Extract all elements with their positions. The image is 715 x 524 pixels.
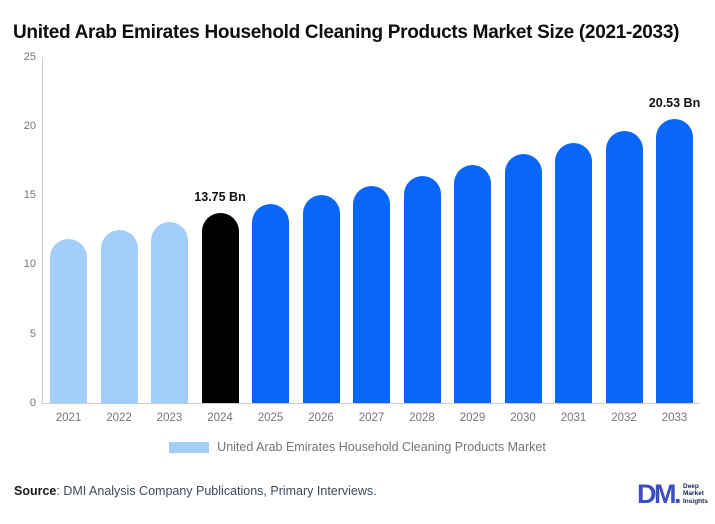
bar-2023[interactable] — [151, 221, 188, 404]
bar-2027[interactable] — [353, 185, 390, 404]
x-tick-label-2022: 2022 — [106, 412, 132, 424]
bar-2028[interactable] — [403, 175, 441, 404]
y-tick-label: 25 — [23, 50, 36, 63]
dmi-logo-line1: Deep — [683, 482, 699, 490]
x-tick-label-2027: 2027 — [358, 412, 385, 424]
dmi-logo-mark: DM. — [637, 479, 682, 509]
x-tick-label-2031: 2031 — [560, 412, 587, 424]
x-tick-label-2029: 2029 — [459, 412, 486, 424]
source-line: Source: DMI Analysis Company Publication… — [14, 484, 377, 498]
bar-2033[interactable] — [656, 118, 693, 404]
legend-label: United Arab Emirates Household Cleaning … — [217, 440, 546, 454]
x-tick-label-2026: 2026 — [308, 412, 334, 424]
dmi-logo-text: Deep Market Insights — [683, 483, 708, 506]
x-tick-label-2023: 2023 — [156, 412, 183, 424]
bar-2024[interactable] — [201, 212, 239, 404]
bar-2030[interactable] — [504, 154, 542, 404]
bar-2029[interactable] — [454, 165, 491, 404]
chart-title: United Arab Emirates Household Cleaning … — [13, 22, 680, 43]
y-tick-label: 10 — [23, 258, 36, 271]
value-label-2033: 20.53 Bn — [648, 95, 701, 110]
y-axis-line — [42, 57, 43, 404]
y-tick-label: 20 — [23, 119, 36, 132]
source-text: : DMI Analysis Company Publications, Pri… — [56, 484, 377, 498]
x-tick-label-2028: 2028 — [409, 412, 435, 424]
bar-2031[interactable] — [555, 143, 592, 404]
bar-2032[interactable] — [605, 131, 643, 404]
dmi-logo-line2: Market — [683, 490, 704, 498]
x-tick-label-2021: 2021 — [55, 412, 82, 424]
source-label: Source — [14, 484, 57, 498]
x-tick-label-2033: 2033 — [661, 412, 688, 424]
bar-2022[interactable] — [100, 230, 138, 404]
y-tick-label: 15 — [23, 189, 36, 202]
y-tick-label: 0 — [29, 397, 36, 409]
dmi-logo-line3: Insights — [683, 497, 708, 505]
x-tick-label-2024: 2024 — [207, 412, 233, 424]
bar-2025[interactable] — [252, 204, 289, 404]
legend-swatch — [169, 441, 210, 453]
bar-2021[interactable] — [50, 238, 87, 404]
bar-2026[interactable] — [302, 195, 340, 404]
legend: United Arab Emirates Household Cleaning … — [0, 440, 715, 454]
dmi-logo: DM. Deep Market Insights — [637, 479, 708, 509]
value-label-2024: 13.75 Bn — [194, 189, 246, 204]
y-tick-label: 5 — [29, 327, 36, 340]
x-tick-label-2032: 2032 — [611, 412, 637, 424]
x-tick-label-2030: 2030 — [510, 412, 536, 424]
x-axis-line — [42, 403, 700, 404]
x-tick-label-2025: 2025 — [257, 412, 284, 424]
